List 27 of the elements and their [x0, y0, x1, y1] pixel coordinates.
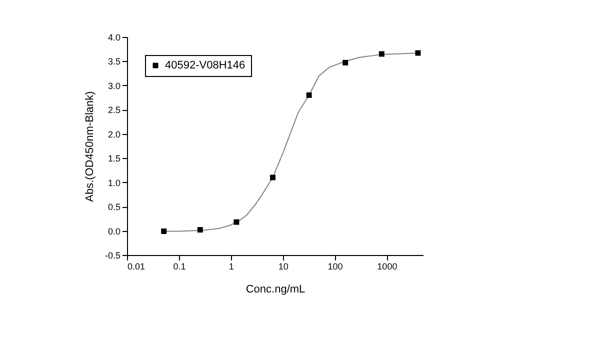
point	[270, 174, 276, 180]
y-tick-label: 3.0	[108, 80, 120, 91]
x-tick-label: 0.1	[173, 262, 186, 272]
y-tick-label: -0.5	[104, 250, 120, 260]
x-axis-title: Conc.ng/mL	[246, 284, 306, 296]
y-axis-title: Abs.(OD450nm-Blank)	[84, 91, 96, 202]
y-tick-label: 1.0	[108, 178, 120, 188]
y-tick-label: 0.0	[108, 226, 120, 236]
y-tick-label: 2.0	[108, 129, 120, 140]
point	[161, 228, 167, 234]
point	[378, 51, 384, 57]
y-tick-label: 2.5	[108, 105, 120, 116]
point	[306, 92, 312, 98]
x-tick-label: 0.01	[128, 262, 146, 272]
x-tick-label: 1000	[377, 262, 398, 272]
y-tick-label: 1.5	[108, 154, 120, 164]
x-tick-label: 1	[228, 262, 234, 272]
x-tick-label: 10	[278, 262, 288, 272]
x-tick-label: 100	[328, 262, 343, 272]
point	[415, 50, 421, 56]
y-tick-label: 4.0	[108, 32, 120, 42]
point	[234, 219, 240, 225]
point	[197, 227, 203, 233]
y-tick-label: 3.5	[108, 56, 120, 67]
legend-label: 40592-V08H146	[165, 60, 246, 72]
point	[342, 60, 348, 66]
y-tick-label: 0.5	[108, 202, 120, 212]
